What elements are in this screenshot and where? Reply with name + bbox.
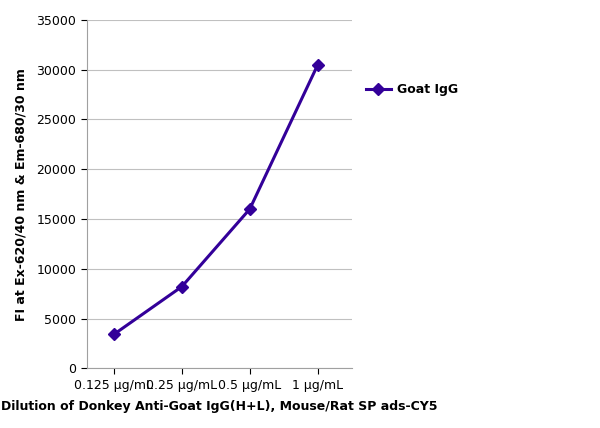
Legend: Goat IgG: Goat IgG [361,78,463,101]
Goat IgG [314,62,322,67]
Goat IgG [246,206,253,211]
Goat IgG [110,332,118,337]
X-axis label: Dilution of Donkey Anti-Goat IgG(H+L), Mouse/Rat SP ads-CY5: Dilution of Donkey Anti-Goat IgG(H+L), M… [1,400,437,413]
Y-axis label: FI at Ex-620/40 nm & Em-680/30 nm: FI at Ex-620/40 nm & Em-680/30 nm [15,68,28,321]
Line: Goat IgG: Goat IgG [110,61,322,339]
Goat IgG [178,284,185,289]
